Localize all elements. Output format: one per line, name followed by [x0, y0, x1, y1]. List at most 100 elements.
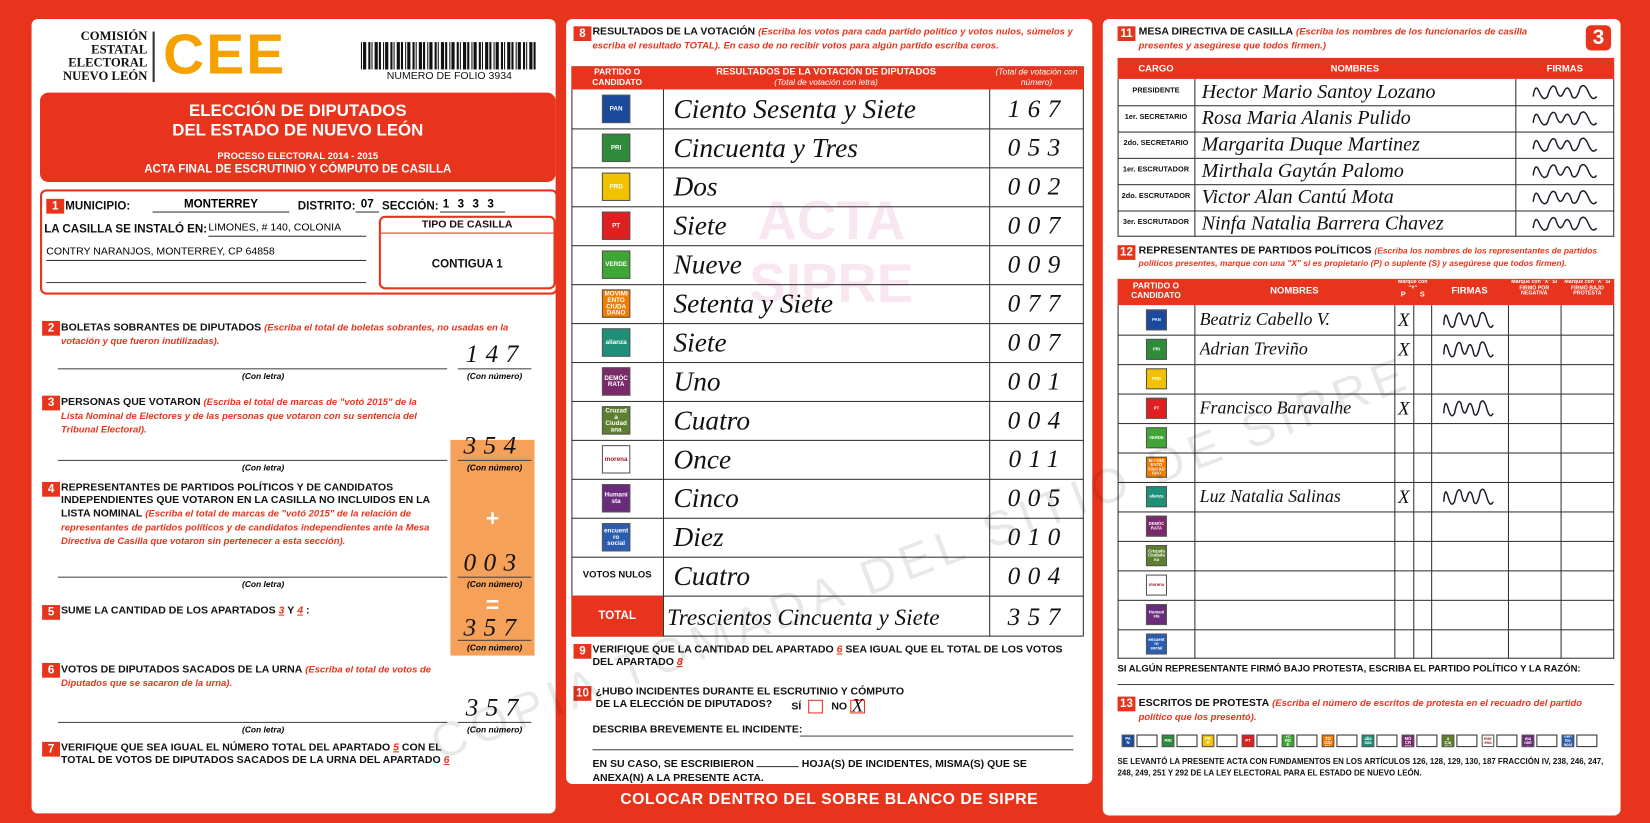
barcode-bar — [489, 42, 492, 70]
party-logo: morena — [1145, 574, 1168, 596]
protest-box — [1376, 734, 1398, 748]
section-number: 7 — [42, 741, 60, 757]
party-logo: alianza — [601, 328, 631, 357]
section-number: 11 — [1117, 26, 1136, 42]
official-name: Margarita Duque Martinez — [1201, 133, 1420, 156]
rule — [46, 282, 367, 284]
section-text: REPRESENTANTES DE PARTIDOS POLÍTICOS Y D… — [61, 482, 440, 548]
cargo: 2do. ESCRUTADOR — [1121, 192, 1191, 200]
th: RESULTADOS DE LA VOTACIÓN DE DIPUTADOS — [716, 66, 937, 77]
votes-words: Uno — [673, 366, 721, 397]
party-logo: MOVIMIENTO CIUDADANO — [1321, 734, 1335, 748]
rule — [1117, 683, 1615, 686]
rep-name: Francisco Baravalhe — [1199, 397, 1352, 418]
rule — [57, 368, 448, 370]
org-name: NUEVO LEÓN — [63, 67, 148, 83]
barcode-bar — [500, 42, 503, 70]
party-logo: PT — [1241, 734, 1255, 748]
rule — [1117, 131, 1615, 133]
barcode-bar — [360, 42, 362, 70]
barcode-bar — [368, 42, 371, 70]
question: ¿HUBO INCIDENTES DURANTE EL ESCRUTINIO Y… — [595, 686, 905, 711]
signature — [1532, 137, 1598, 152]
title-line: DEL ESTADO DE NUEVO LEÓN — [172, 122, 424, 140]
ref: 8 — [676, 656, 683, 669]
rule — [799, 735, 1074, 737]
section-title: SEA IGUAL QUE EL TOTAL DE LOS VOTOS DEL … — [592, 644, 1063, 669]
rule — [571, 595, 1084, 597]
barcode-bar — [407, 42, 411, 70]
votes-words: Siete — [673, 327, 727, 358]
votes-number: 004 — [1007, 562, 1068, 591]
total-column — [450, 439, 535, 656]
votes-words: Dos — [673, 171, 718, 203]
instruction: (Escriba los nombres de los funcionarios… — [1138, 26, 1528, 51]
value: 357 — [465, 694, 526, 722]
section-number: 9 — [573, 644, 592, 659]
watermark: ACTA SIPRE — [749, 190, 914, 315]
con-letra: (Con letra) — [242, 579, 285, 590]
barcode-bar — [504, 42, 506, 70]
protest-box — [1176, 734, 1198, 748]
rule — [571, 439, 1084, 441]
party-logo: PAN — [601, 94, 631, 124]
folio: NUMERO DE FOLIO 3934 — [386, 70, 512, 83]
section-title: REPRESENTANTES DE PARTIDOS POLÍTICOS — [1138, 245, 1372, 257]
sign: = — [485, 591, 500, 618]
party-logo: VERDE — [1281, 734, 1295, 748]
protest-box — [1336, 734, 1358, 748]
rule — [1117, 599, 1615, 601]
barcode-bar — [390, 42, 393, 70]
instruction: (Escriba el total de marcas de "votó 201… — [61, 508, 430, 547]
party-logo: MOVIMIENTO CIUDADANO — [1145, 456, 1168, 478]
divider — [152, 31, 155, 83]
section-title: REPRESENTANTES DE PARTIDOS POLÍTICOS Y D… — [61, 481, 430, 520]
th: (Total de votación con número) — [995, 67, 1078, 88]
rule — [57, 721, 448, 723]
barcode-bar — [423, 42, 426, 70]
field: 07 — [355, 198, 379, 213]
votes-words: Siete — [673, 210, 727, 241]
th: S — [1419, 291, 1425, 299]
rule — [457, 576, 532, 578]
th: FIRMAS — [1451, 286, 1488, 296]
org-name: ELECTORAL — [68, 54, 148, 70]
votes-number: 011 — [1008, 446, 1067, 474]
tipo-box — [378, 215, 556, 290]
rule — [571, 206, 1084, 208]
check-mark: X — [851, 694, 864, 716]
votes-number: 167 — [1007, 95, 1068, 124]
rule — [571, 361, 1084, 364]
protest-box — [1216, 734, 1238, 748]
barcode-bar — [412, 42, 415, 70]
label: LA CASILLA SE INSTALÓ EN: — [44, 223, 208, 236]
barcode-bar — [363, 42, 367, 70]
votes-number: 005 — [1007, 485, 1068, 513]
table-header — [1117, 57, 1615, 79]
barcode-bar — [485, 42, 489, 70]
rule — [1117, 570, 1615, 572]
party-logo: VERDE — [1145, 427, 1168, 449]
section-text: PERSONAS QUE VOTARON (Escriba el total d… — [61, 396, 440, 437]
con-numero: (Con número) — [466, 579, 523, 590]
th: NOMBRES — [1270, 286, 1319, 296]
protest-box — [1136, 734, 1158, 748]
signature — [1532, 216, 1598, 231]
instruction: (Escriba los votos para cada partido pol… — [592, 26, 1073, 51]
section-number: 5 — [42, 605, 60, 620]
barcode-bar — [440, 42, 445, 70]
barcode-bar — [478, 42, 481, 70]
votes-number: 010 — [1007, 524, 1068, 552]
official-name: Hector Mario Santoy Lozano — [1201, 81, 1436, 104]
section-text: SUME LA CANTIDAD DE LOS APARTADOS 3 Y 4 … — [61, 605, 450, 618]
party-logo: DEMÓCRATA — [1145, 515, 1168, 537]
rep-mark: X — [1397, 338, 1410, 360]
total-label: TOTAL — [571, 595, 663, 637]
rep-mark: X — [1397, 397, 1410, 419]
votes-words: Ciento Sesenta y Siete — [673, 93, 916, 125]
rule — [57, 459, 448, 461]
section-title: BOLETAS SOBRANTES DE DIPUTADOS — [61, 322, 262, 334]
th: NOMBRES — [1330, 63, 1380, 74]
section-number: 4 — [42, 481, 60, 497]
